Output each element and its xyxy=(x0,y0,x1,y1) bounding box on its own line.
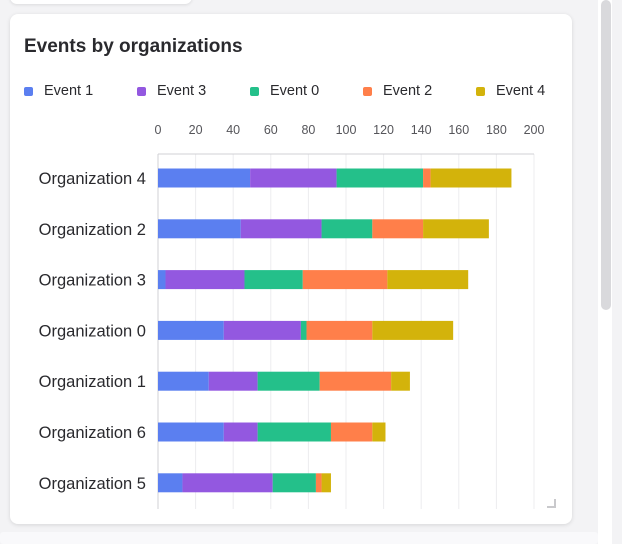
bar-segment[interactable] xyxy=(158,219,241,239)
previous-card-edge xyxy=(10,0,192,4)
bar-segment[interactable] xyxy=(165,270,245,290)
chart-title: Events by organizations xyxy=(24,36,243,57)
legend-swatch xyxy=(476,86,485,96)
bar-segment[interactable] xyxy=(423,219,489,239)
legend-item[interactable]: Event 0 xyxy=(250,82,319,100)
bar-segment[interactable] xyxy=(272,473,316,493)
category-label: Organization 3 xyxy=(39,272,146,290)
bar-segment[interactable] xyxy=(302,270,388,290)
x-tick-label: 80 xyxy=(301,123,315,137)
x-tick-label: 140 xyxy=(411,123,432,137)
category-label: Organization 0 xyxy=(39,322,146,340)
bar-segment[interactable] xyxy=(319,371,392,391)
bar-segment[interactable] xyxy=(244,270,303,290)
legend-label: Event 4 xyxy=(496,83,546,99)
bar-segment[interactable] xyxy=(315,473,322,493)
chart-card: Events by organizations Event 1 Event 3 Ev… xyxy=(10,14,572,524)
legend-swatch xyxy=(24,86,33,96)
bar-segment[interactable] xyxy=(223,422,258,442)
legend-label: Event 1 xyxy=(44,83,94,99)
bar-segment[interactable] xyxy=(423,168,431,188)
bar-segment[interactable] xyxy=(158,270,166,290)
x-tick-label: 160 xyxy=(448,123,469,137)
category-label: Organization 1 xyxy=(39,373,146,391)
legend-swatch xyxy=(363,86,372,96)
bar-segment[interactable] xyxy=(372,219,424,239)
legend-label: Event 2 xyxy=(383,83,433,99)
bar-segment[interactable] xyxy=(158,320,224,340)
bar-segment[interactable] xyxy=(257,422,331,442)
x-tick-label: 120 xyxy=(373,123,394,137)
bar-segment[interactable] xyxy=(223,320,301,340)
x-tick-label: 60 xyxy=(264,123,278,137)
bar-segment[interactable] xyxy=(372,422,386,442)
bar-segment[interactable] xyxy=(240,219,322,239)
bar-segment[interactable] xyxy=(321,219,373,239)
legend-label: Event 3 xyxy=(157,83,207,99)
x-tick-label: 0 xyxy=(155,123,162,137)
bar-segment[interactable] xyxy=(336,168,424,188)
legend-swatch xyxy=(250,86,259,96)
legend-swatch xyxy=(137,86,146,96)
bar-segment[interactable] xyxy=(387,270,469,290)
bar-segment[interactable] xyxy=(158,473,183,493)
chart-legend: Event 1 Event 3 Event 0 Event 2 Event 4 xyxy=(24,82,564,100)
bar-segment[interactable] xyxy=(208,371,258,391)
category-label: Organization 6 xyxy=(39,424,146,442)
resize-handle-icon[interactable] xyxy=(547,499,556,508)
legend-label: Event 0 xyxy=(270,83,320,99)
category-label: Organization 5 xyxy=(39,475,146,493)
bar-segment[interactable] xyxy=(250,168,337,188)
bar-segment[interactable] xyxy=(158,168,251,188)
x-tick-label: 180 xyxy=(486,123,507,137)
bar-chart: 0 20 40 60 80 100 120 140 160 180 200 Organization … xyxy=(39,123,545,509)
bar-segment[interactable] xyxy=(306,320,373,340)
legend-item[interactable]: Event 3 xyxy=(137,82,206,100)
bar-segment[interactable] xyxy=(330,422,373,442)
legend-item[interactable]: Event 4 xyxy=(476,82,545,100)
legend-item[interactable]: Event 2 xyxy=(363,82,432,100)
bar-segment[interactable] xyxy=(158,371,209,391)
bar-segment[interactable] xyxy=(372,320,454,340)
x-tick-label: 40 xyxy=(226,123,240,137)
x-tick-label: 20 xyxy=(189,123,203,137)
category-label: Organization 4 xyxy=(39,170,146,188)
x-tick-label: 200 xyxy=(524,123,545,137)
bar-segment[interactable] xyxy=(391,371,410,391)
bar-segment[interactable] xyxy=(321,473,331,493)
legend-item[interactable]: Event 1 xyxy=(24,82,93,100)
bar-segment[interactable] xyxy=(430,168,512,188)
bar-segment[interactable] xyxy=(158,422,224,442)
bar-segment[interactable] xyxy=(182,473,273,493)
bar-segment[interactable] xyxy=(257,371,320,391)
scrollbar-thumb[interactable] xyxy=(601,0,611,310)
x-tick-label: 100 xyxy=(336,123,357,137)
category-label: Organization 2 xyxy=(39,221,146,239)
bar-segment[interactable] xyxy=(300,320,307,340)
